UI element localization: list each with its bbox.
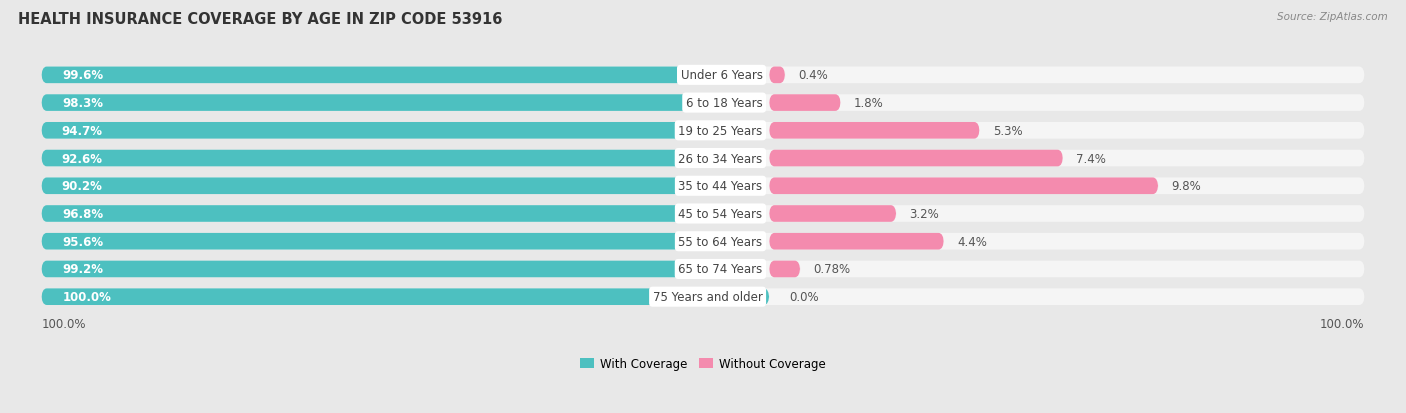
FancyBboxPatch shape [769, 233, 943, 250]
FancyBboxPatch shape [41, 123, 1365, 139]
FancyBboxPatch shape [41, 261, 1365, 278]
Text: 92.6%: 92.6% [62, 152, 103, 165]
Text: 100.0%: 100.0% [1320, 317, 1365, 330]
FancyBboxPatch shape [41, 67, 766, 84]
FancyBboxPatch shape [41, 95, 756, 112]
Text: HEALTH INSURANCE COVERAGE BY AGE IN ZIP CODE 53916: HEALTH INSURANCE COVERAGE BY AGE IN ZIP … [18, 12, 503, 27]
Text: 96.8%: 96.8% [62, 207, 103, 221]
FancyBboxPatch shape [41, 178, 1365, 195]
Text: 98.3%: 98.3% [62, 97, 104, 110]
Text: 90.2%: 90.2% [62, 180, 103, 193]
FancyBboxPatch shape [769, 178, 1159, 195]
Text: 26 to 34 Years: 26 to 34 Years [678, 152, 762, 165]
Text: 45 to 54 Years: 45 to 54 Years [679, 207, 762, 221]
Text: 19 to 25 Years: 19 to 25 Years [678, 124, 762, 138]
Text: 100.0%: 100.0% [41, 317, 86, 330]
Text: 100.0%: 100.0% [63, 290, 111, 304]
FancyBboxPatch shape [769, 206, 896, 222]
Text: 6 to 18 Years: 6 to 18 Years [686, 97, 762, 110]
Text: 99.6%: 99.6% [63, 69, 104, 82]
Text: 0.0%: 0.0% [789, 290, 818, 304]
FancyBboxPatch shape [41, 289, 769, 305]
Text: 0.4%: 0.4% [799, 69, 828, 82]
Text: 5.3%: 5.3% [993, 124, 1022, 138]
Text: 95.6%: 95.6% [62, 235, 103, 248]
FancyBboxPatch shape [41, 95, 1365, 112]
Text: 9.8%: 9.8% [1171, 180, 1201, 193]
FancyBboxPatch shape [41, 206, 745, 222]
Text: 65 to 74 Years: 65 to 74 Years [678, 263, 762, 276]
Text: 7.4%: 7.4% [1076, 152, 1107, 165]
Text: 99.2%: 99.2% [62, 263, 104, 276]
Text: 75 Years and older: 75 Years and older [652, 290, 762, 304]
Text: 35 to 44 Years: 35 to 44 Years [679, 180, 762, 193]
Text: 3.2%: 3.2% [910, 207, 939, 221]
FancyBboxPatch shape [41, 178, 697, 195]
Text: Source: ZipAtlas.com: Source: ZipAtlas.com [1277, 12, 1388, 22]
FancyBboxPatch shape [41, 233, 737, 250]
FancyBboxPatch shape [769, 261, 800, 278]
FancyBboxPatch shape [769, 67, 785, 84]
Text: 1.8%: 1.8% [853, 97, 883, 110]
Text: 94.7%: 94.7% [62, 124, 103, 138]
FancyBboxPatch shape [41, 67, 1365, 84]
Text: 55 to 64 Years: 55 to 64 Years [679, 235, 762, 248]
FancyBboxPatch shape [769, 150, 1063, 167]
FancyBboxPatch shape [769, 95, 841, 112]
Text: 4.4%: 4.4% [957, 235, 987, 248]
Legend: With Coverage, Without Coverage: With Coverage, Without Coverage [575, 353, 831, 375]
FancyBboxPatch shape [41, 289, 1365, 305]
FancyBboxPatch shape [41, 261, 763, 278]
FancyBboxPatch shape [41, 150, 716, 167]
Text: 0.78%: 0.78% [813, 263, 851, 276]
FancyBboxPatch shape [41, 150, 1365, 167]
FancyBboxPatch shape [41, 123, 731, 139]
FancyBboxPatch shape [41, 206, 1365, 222]
FancyBboxPatch shape [41, 233, 1365, 250]
Text: Under 6 Years: Under 6 Years [681, 69, 762, 82]
FancyBboxPatch shape [769, 123, 980, 139]
